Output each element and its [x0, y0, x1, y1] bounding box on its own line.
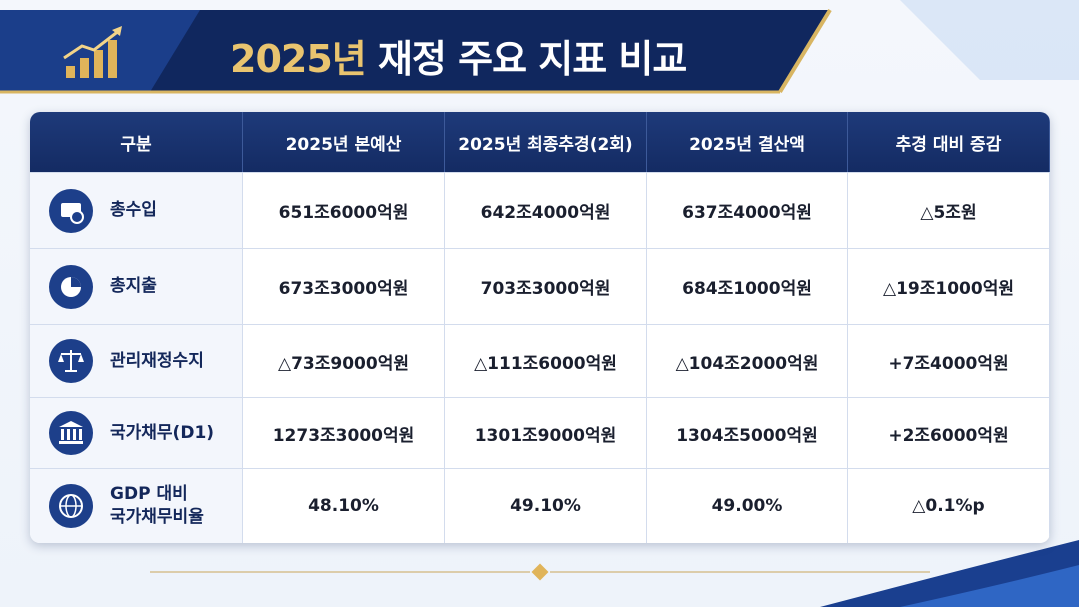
decor	[900, 0, 1079, 80]
cell: △111조6000억원	[445, 324, 647, 397]
cell: 684조1000억원	[647, 248, 848, 324]
row-label-cell: 총지출	[30, 248, 243, 324]
row-label: 총수입	[110, 199, 157, 222]
row-icon	[49, 339, 93, 383]
row-label-line: 총수입	[110, 200, 157, 220]
row-icon	[49, 484, 93, 528]
row-label-cell: 총수입	[30, 172, 243, 248]
row-icon	[49, 264, 93, 309]
cell: △0.1%p	[848, 468, 1050, 543]
cell: 637조4000억원	[647, 172, 848, 248]
cell: 48.10%	[243, 468, 445, 543]
cell: +7조4000억원	[848, 324, 1050, 397]
row-icon	[49, 188, 93, 233]
cell: +2조6000억원	[848, 397, 1050, 468]
row-label-line: GDP 대비	[110, 484, 188, 504]
title-banner	[0, 10, 830, 92]
row-label-cell: 관리재정수지	[30, 324, 243, 397]
column-header: 2025년 본예산	[243, 112, 445, 172]
row-label: 관리재정수지	[110, 350, 204, 373]
row-icon	[49, 411, 93, 455]
chart-icon	[63, 26, 122, 78]
column-header: 추경 대비 증감	[848, 112, 1050, 172]
cell: 1273조3000억원	[243, 397, 445, 468]
title-year: 2025년	[230, 37, 367, 81]
row-label-cell: 국가채무(D1)	[30, 397, 243, 468]
title: 2025년 재정 주요 지표 비교	[230, 28, 687, 83]
cell: △19조1000억원	[848, 248, 1050, 324]
row-label: 국가채무(D1)	[110, 422, 214, 445]
row-label-line: 총지출	[110, 276, 157, 296]
column-header: 구분	[30, 112, 243, 172]
table: 구분 2025년 본예산 2025년 최종추경(2회) 2025년 결산액 추경 대비 …	[30, 112, 1050, 543]
column-header: 2025년 결산액	[647, 112, 848, 172]
cell: 1301조9000억원	[445, 397, 647, 468]
cell: △104조2000억원	[647, 324, 848, 397]
cell: 703조3000억원	[445, 248, 647, 324]
row-label-line: 국가채무(D1)	[110, 422, 215, 443]
title-text: 재정 주요 지표 비교	[377, 37, 687, 81]
cell: 49.10%	[445, 468, 647, 543]
cell: 642조4000억원	[445, 172, 647, 248]
row-label: 총지출	[110, 275, 157, 298]
row-label-line: 국가채무비율	[110, 507, 204, 527]
cell: 49.00%	[647, 468, 848, 543]
cell: 651조6000억원	[243, 172, 445, 248]
cell: 673조3000억원	[243, 248, 445, 324]
row-label-line: 관리재정수지	[110, 350, 204, 371]
cell: △5조원	[848, 172, 1050, 248]
column-header: 2025년 최종추경(2회)	[445, 112, 647, 172]
banner-edge	[778, 8, 832, 94]
swoosh	[900, 565, 1079, 607]
cell: △73조9000억원	[243, 324, 445, 397]
cell: 1304조5000억원	[647, 397, 848, 468]
footer-diamond	[531, 563, 549, 581]
